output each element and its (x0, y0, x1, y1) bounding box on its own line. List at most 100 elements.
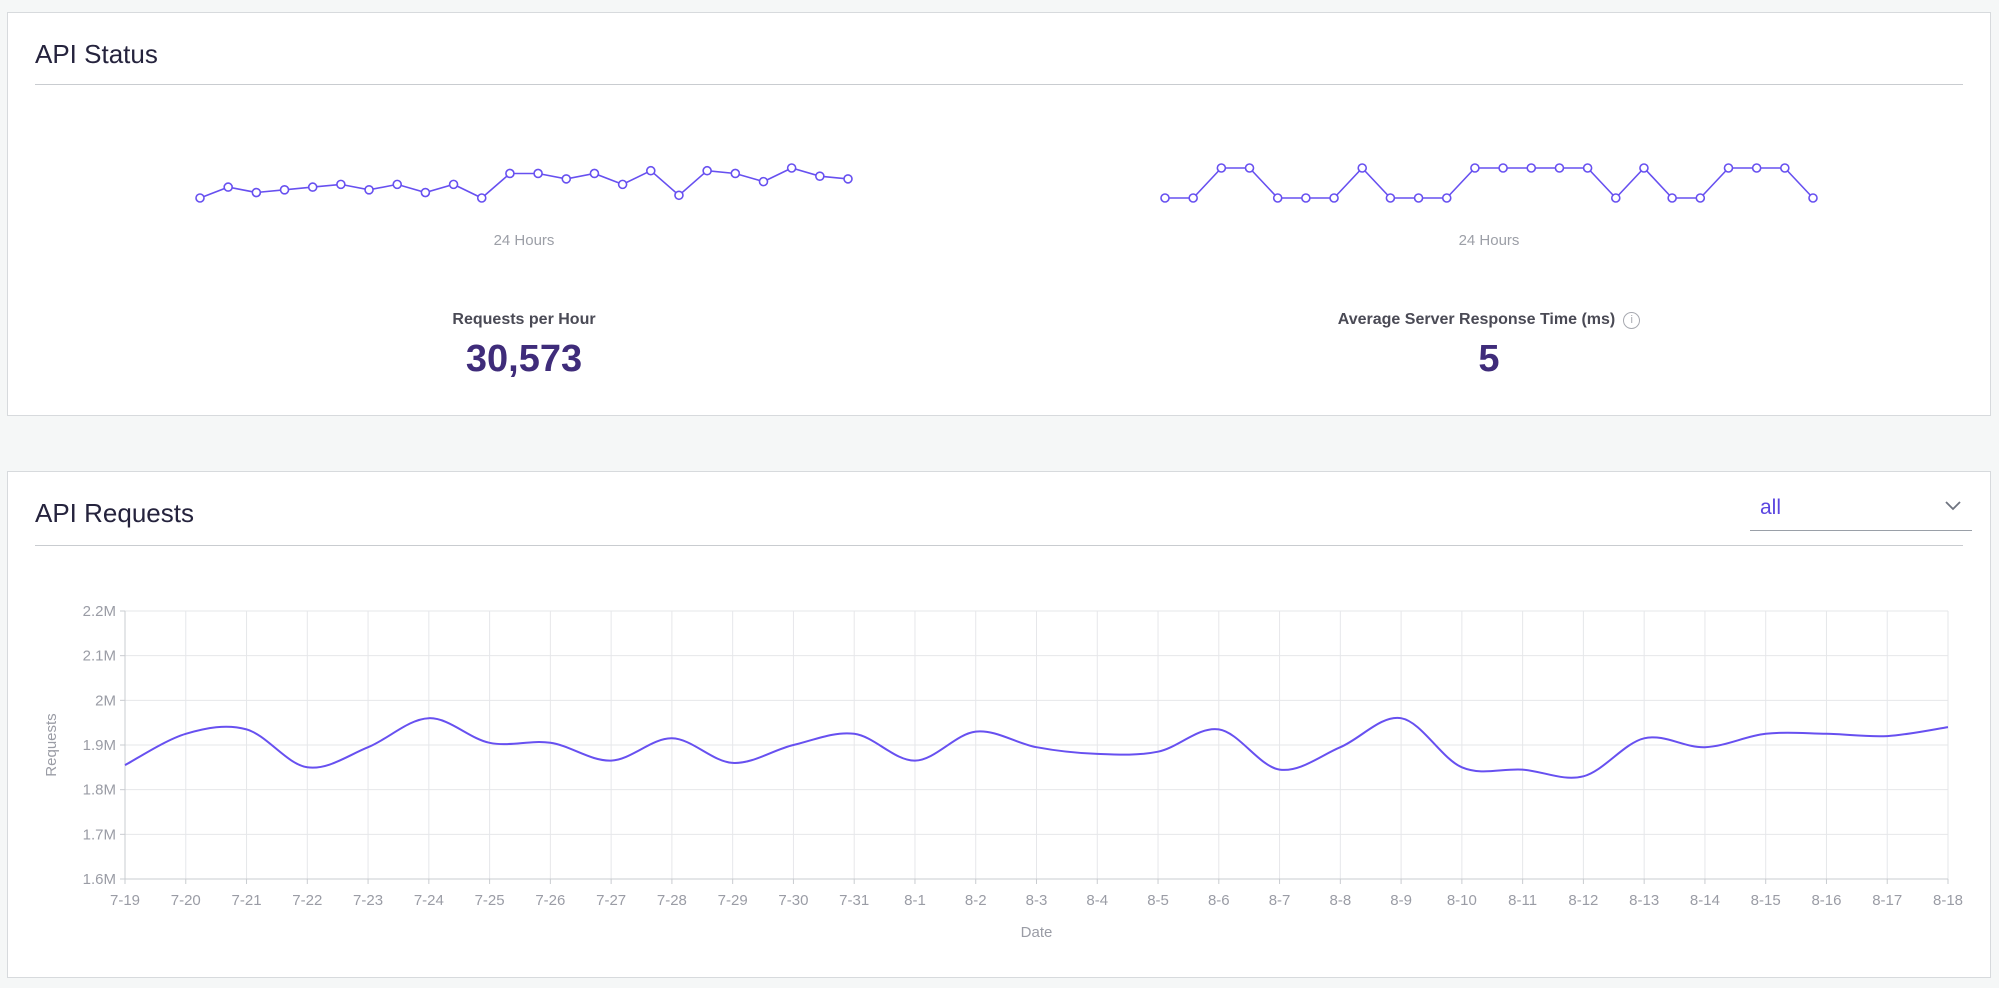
response-spark-point (1413, 193, 1424, 203)
response-spark-point (1470, 163, 1480, 173)
requests-spark-point (645, 165, 656, 176)
requests-spark-point (307, 182, 318, 192)
requests-per-hour-label: Requests per Hour (452, 311, 596, 328)
x-tick-label: 8-9 (1390, 892, 1412, 909)
x-tick-label: 7-24 (414, 892, 444, 909)
requests-spark-point (533, 168, 543, 179)
info-icon[interactable]: i (1623, 312, 1641, 329)
response-spark-point (1780, 163, 1790, 173)
response-spark-point (1188, 193, 1198, 203)
response-spark-point (1667, 193, 1677, 203)
x-tick-label: 8-3 (1026, 892, 1048, 909)
response-time-label-text: Average Server Response Time (ms) (1337, 311, 1616, 328)
requests-spark-line (199, 167, 849, 199)
chevron-down-icon (1945, 501, 1961, 511)
requests-spark-point (364, 185, 374, 195)
x-tick-label: 7-20 (171, 892, 201, 909)
requests-spark-point (505, 168, 515, 179)
response-spark-point (1695, 193, 1706, 203)
response-spark-point (1160, 193, 1170, 203)
request-filter-value: all (1760, 496, 1782, 519)
api-requests-divider (35, 545, 1963, 546)
x-tick-label: 8-13 (1629, 892, 1659, 909)
api-status-title: API Status (35, 39, 158, 69)
api-requests-title: API Requests (35, 498, 194, 528)
x-tick-label: 8-6 (1208, 892, 1230, 909)
requests-per-hour-sparkline (195, 163, 853, 203)
requests-spark-point (589, 168, 600, 179)
api-status-divider (35, 84, 1963, 85)
x-tick-label: 7-31 (839, 892, 869, 909)
response-range-label: 24 Hours (1458, 232, 1520, 249)
response-time-value: 5 (1478, 338, 1500, 380)
requests-spark-point (223, 182, 233, 192)
y-tick-label: 2M (95, 692, 116, 709)
x-tick-label: 7-21 (232, 892, 262, 909)
requests-spark-point (815, 171, 825, 181)
x-tick-label: 7-30 (778, 892, 808, 909)
x-tick-label: 8-1 (904, 892, 926, 909)
response-spark-point (1216, 163, 1227, 173)
x-tick-label: 7-19 (110, 892, 140, 909)
x-tick-label: 7-29 (718, 892, 748, 909)
requests-spark-point (617, 179, 628, 190)
requests-series-line (124, 717, 1949, 779)
requests-spark-point (674, 190, 684, 201)
x-tick-label: 8-15 (1751, 892, 1781, 909)
response-spark-point (1582, 163, 1593, 173)
requests-spark-point (392, 179, 403, 190)
response-spark-point (1639, 163, 1649, 173)
requests-spark-point (251, 187, 262, 198)
y-tick-label: 1.6M (83, 871, 116, 888)
response-spark-point (1526, 163, 1537, 173)
response-spark-point (1385, 193, 1396, 203)
requests-line-chart: 1.6M 1.7M 1.8M 1.9M 2M 2.1M 2.2M 7-19 7-20 7-21 7-… (43, 603, 1963, 941)
x-tick-label: 8-7 (1269, 892, 1291, 909)
requests-spark-point (702, 165, 712, 176)
x-axis-title: Date (1021, 924, 1053, 941)
x-tick-label: 8-17 (1872, 892, 1902, 909)
response-spark-line (1165, 166, 1814, 200)
x-tick-label: 8-5 (1147, 892, 1169, 909)
x-tick-label: 8-14 (1690, 892, 1720, 909)
response-spark-point (1357, 163, 1368, 173)
requests-spark-point (279, 185, 290, 195)
response-time-label: Average Server Response Time (ms) i (1129, 311, 1849, 329)
response-spark-point (1244, 163, 1255, 173)
x-tick-label: 8-10 (1447, 892, 1477, 909)
response-spark-point (1610, 193, 1621, 203)
x-tick-label: 8-2 (965, 892, 987, 909)
api-requests-panel: 1.6M 1.7M 1.8M 1.9M 2M 2.1M 2.2M 7-19 7-20 7-21 7-… (7, 471, 1991, 978)
requests-spark-point (843, 174, 853, 184)
request-filter-select[interactable]: all (1750, 488, 1972, 531)
y-tick-label: 2.1M (83, 648, 116, 665)
response-spark-point (1272, 193, 1283, 203)
response-time-sparkline (1160, 163, 1818, 203)
x-tick-label: 7-22 (292, 892, 322, 909)
x-tick-label: 8-8 (1329, 892, 1351, 909)
response-spark-point (1441, 193, 1452, 203)
requests-range-label: 24 Hours (493, 232, 555, 249)
x-tick-label: 8-18 (1933, 892, 1963, 909)
x-tick-label: 8-4 (1086, 892, 1108, 909)
x-tick-label: 7-26 (535, 892, 565, 909)
response-spark-point (1554, 163, 1565, 173)
x-tick-label: 8-11 (1508, 892, 1537, 909)
y-tick-label: 2.2M (83, 603, 116, 620)
requests-spark-point (758, 176, 769, 187)
response-spark-point (1329, 193, 1339, 203)
requests-spark-point (786, 163, 797, 173)
response-spark-point (1808, 193, 1818, 203)
chart-grid (124, 610, 1949, 880)
response-spark-point (1498, 163, 1508, 173)
x-tick-label: 7-25 (475, 892, 505, 909)
y-tick-label: 1.8M (83, 782, 116, 799)
y-axis-title: Requests (43, 713, 60, 776)
requests-spark-point (448, 179, 459, 190)
response-spark-point (1301, 193, 1311, 203)
x-tick-label: 8-16 (1811, 892, 1841, 909)
y-tick-label: 1.7M (83, 826, 116, 843)
api-status-panel: API Status 24 Hours Requests per Hour 30… (7, 12, 1991, 416)
x-tick-label: 7-28 (657, 892, 687, 909)
x-tick-label: 7-23 (353, 892, 383, 909)
